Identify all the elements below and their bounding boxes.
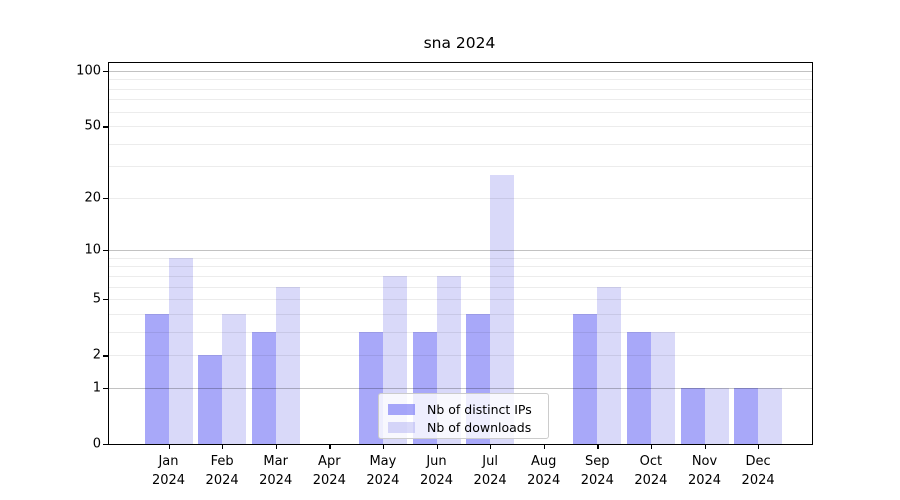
x-axis-tick [597,444,599,449]
minor-gridline [109,126,812,128]
x-axis-tick [436,444,438,449]
x-tick-label: Dec 2024 [741,454,775,488]
legend-swatch-downloads [388,421,415,433]
y-axis-tick [102,197,108,200]
bar-downloads [168,257,193,444]
bar-downloads [650,331,675,444]
y-tick-label: 10 [84,242,101,258]
bar-downloads [275,286,300,444]
y-tick-label: 50 [84,118,101,134]
legend-item: Nb of downloads [388,418,540,436]
x-axis-tick [329,444,331,449]
x-tick-label: Aug 2024 [527,454,561,488]
bar-distinct-ips [680,387,705,444]
gridlines-layer [109,63,812,444]
minor-gridline [109,355,812,357]
x-tick-label: Mar 2024 [259,454,293,488]
y-tick-label: 1 [92,380,101,396]
minor-gridline [109,331,812,333]
y-tick-label: 100 [76,63,101,79]
y-tick-label: 2 [92,347,101,363]
y-axis-tick [102,355,108,357]
x-axis-tick [168,444,170,449]
y-axis-tick [102,71,108,73]
y-axis-tick [102,299,108,301]
minor-gridline [109,257,812,259]
x-tick-label: Sep 2024 [580,454,614,488]
x-axis-tick [490,444,492,449]
x-tick-label: Apr 2024 [312,454,346,488]
x-axis-tick [704,444,706,449]
bar-distinct-ips [251,331,276,444]
chart-title: sna 2024 [423,34,496,52]
bar-downloads [704,387,729,444]
minor-gridline [109,79,812,81]
minor-gridline [109,313,812,315]
axes-ticks-layer: 0 1 2 5 10 20 50 100 Jan 2024 Feb 2024 Mar 2024 Apr… [76,63,812,488]
plot-area: Nb of distinct IPs Nb of downloads 0 1 2 5 10… [76,62,813,488]
y-axis-tick [102,250,108,252]
x-axis-tick [275,444,277,449]
y-axis-tick [102,444,108,446]
bar-distinct-ips [144,313,169,444]
y-tick-label: 5 [92,291,101,307]
x-axis-tick [382,444,385,449]
x-axis-tick [222,444,224,449]
x-tick-label: May 2024 [366,454,400,488]
bar-distinct-ips [573,313,598,444]
minor-gridline [109,266,812,268]
minor-gridline [109,197,812,199]
major-gridline [109,71,812,72]
minor-gridline [109,143,812,145]
major-gridline [109,387,812,389]
x-axis-tick [543,444,545,449]
legend: Nb of distinct IPs Nb of downloads [378,393,549,439]
minor-gridline [109,111,812,113]
x-tick-label: Jun 2024 [419,454,454,488]
x-tick-label: Jan 2024 [151,454,186,488]
bar-downloads [222,313,247,444]
y-axis-tick [102,126,108,128]
x-tick-label: Nov 2024 [687,454,722,488]
x-axis-tick [758,444,760,449]
y-tick-label: 0 [92,436,101,452]
x-tick-label: Feb 2024 [205,454,239,488]
bar-downloads [758,387,783,444]
legend-item: Nb of distinct IPs [388,400,540,418]
x-tick-label: Oct 2024 [634,454,668,488]
y-axis-tick [102,387,108,390]
x-axis-tick [650,444,653,449]
minor-gridline [109,166,812,168]
legend-label: Nb of downloads [427,419,532,435]
y-tick-label: 20 [84,190,101,206]
bar-downloads [597,286,622,444]
minor-gridline [109,299,812,301]
minor-gridline [109,286,812,288]
major-gridline [109,250,812,252]
x-tick-label: Jul 2024 [473,454,507,488]
bar-distinct-ips [734,387,759,444]
bar-distinct-ips [198,355,223,444]
legend-swatch-distinct-ips [388,403,415,415]
legend-label: Nb of distinct IPs [427,401,532,417]
minor-gridline [109,88,812,90]
bar-distinct-ips [626,331,651,444]
minor-gridline [109,275,812,277]
minor-gridline [109,99,812,101]
